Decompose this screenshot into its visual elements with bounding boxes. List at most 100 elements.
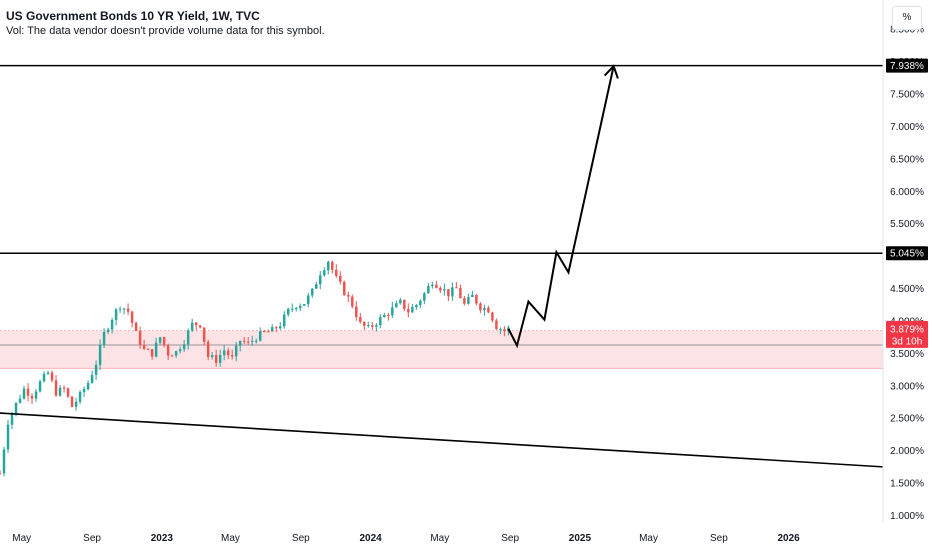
candles-group <box>0 260 510 477</box>
x-tick-label: May <box>221 533 240 544</box>
candle <box>335 264 338 279</box>
candle <box>294 307 298 312</box>
candle <box>491 311 494 323</box>
candle <box>10 411 14 430</box>
candle <box>194 322 198 331</box>
candle <box>186 328 190 350</box>
candle <box>218 349 222 367</box>
svg-text:5.045%: 5.045% <box>890 249 924 260</box>
price-tags: 7.938% 5.045% 3.879%3d 10h <box>886 58 928 348</box>
candle <box>22 385 26 400</box>
candle <box>18 394 22 404</box>
y-tick-label: 2.000% <box>890 446 924 457</box>
candle <box>282 311 286 329</box>
candle <box>483 304 486 316</box>
candle <box>98 339 102 370</box>
x-tick-label: Sep <box>710 533 728 544</box>
candle <box>387 312 390 321</box>
candle <box>86 380 90 391</box>
candle <box>90 370 94 384</box>
candle <box>499 327 502 334</box>
candle <box>210 352 214 360</box>
candle <box>270 324 274 332</box>
last-price-value: 3.879% <box>890 324 924 335</box>
y-tick-label: 4.500% <box>890 284 924 295</box>
candle <box>58 384 62 397</box>
y-tick-label: 5.500% <box>890 219 924 230</box>
candle <box>371 321 374 331</box>
candle <box>102 328 106 349</box>
candle <box>2 446 6 477</box>
candle <box>286 307 290 317</box>
candle <box>234 341 238 362</box>
candle <box>250 335 254 346</box>
candle <box>66 387 70 398</box>
candle <box>403 299 406 312</box>
trend-line[interactable] <box>0 412 884 468</box>
candle <box>114 307 118 326</box>
candle <box>262 330 266 333</box>
x-tick-label: 2026 <box>778 533 801 544</box>
x-tick-label: May <box>639 533 658 544</box>
candle <box>395 300 398 308</box>
candle <box>274 326 278 333</box>
y-tick-label: 7.000% <box>890 122 924 133</box>
projection-path[interactable] <box>507 65 615 349</box>
candle <box>319 270 322 290</box>
x-axis[interactable]: May Sep 2023 May Sep 2024 May Sep 2025 May Sep 2026 <box>12 533 800 544</box>
candle <box>331 260 334 274</box>
candle <box>443 283 446 296</box>
candle <box>299 303 302 311</box>
y-axis[interactable]: 1.000%1.500%2.000%2.500%3.000%3.500%4.00… <box>890 25 924 522</box>
candle <box>407 303 410 318</box>
candle <box>78 390 82 405</box>
y-tick-label: 7.500% <box>890 90 924 101</box>
candle <box>471 290 474 298</box>
percent-scale-button[interactable]: % <box>892 6 922 30</box>
candle <box>170 354 174 357</box>
symbol-title[interactable]: US Government Bonds 10 YR Yield, 1W, TVC <box>6 9 260 23</box>
x-tick-label: Sep <box>501 533 519 544</box>
candle <box>34 389 38 402</box>
candle <box>46 370 50 375</box>
y-tick-label: 3.500% <box>890 349 924 360</box>
candle <box>158 336 162 345</box>
candle <box>198 324 202 329</box>
candle <box>230 349 234 360</box>
candle <box>122 307 126 315</box>
x-tick-label: 2024 <box>359 533 382 544</box>
candle <box>383 312 386 318</box>
level-price-tag: 7.938% <box>886 58 928 73</box>
candle <box>399 297 402 305</box>
candle <box>423 291 426 305</box>
candle <box>327 260 330 275</box>
candle <box>174 350 178 358</box>
candle <box>178 346 182 354</box>
horizontal-lines-group <box>0 64 883 254</box>
y-tick-label: 1.500% <box>890 479 924 490</box>
candle <box>375 322 378 332</box>
candle <box>150 349 154 360</box>
candle <box>106 327 110 335</box>
candle <box>142 339 146 351</box>
candle <box>118 306 122 313</box>
support-zone <box>0 330 883 369</box>
candle <box>347 291 350 303</box>
chart-header: US Government Bonds 10 YR Yield, 1W, TVC… <box>6 8 325 39</box>
candle <box>339 271 342 285</box>
candle <box>411 303 414 313</box>
y-tick-label: 2.500% <box>890 414 924 425</box>
candle <box>130 310 134 328</box>
candle <box>190 318 194 333</box>
candle <box>435 281 438 289</box>
candle <box>415 304 418 310</box>
candle <box>455 281 458 289</box>
x-tick-label: May <box>430 533 449 544</box>
projection-arrowhead <box>603 64 619 79</box>
candle <box>242 337 246 344</box>
candle <box>355 301 358 321</box>
candle <box>439 286 442 293</box>
x-tick-label: 2025 <box>569 533 592 544</box>
